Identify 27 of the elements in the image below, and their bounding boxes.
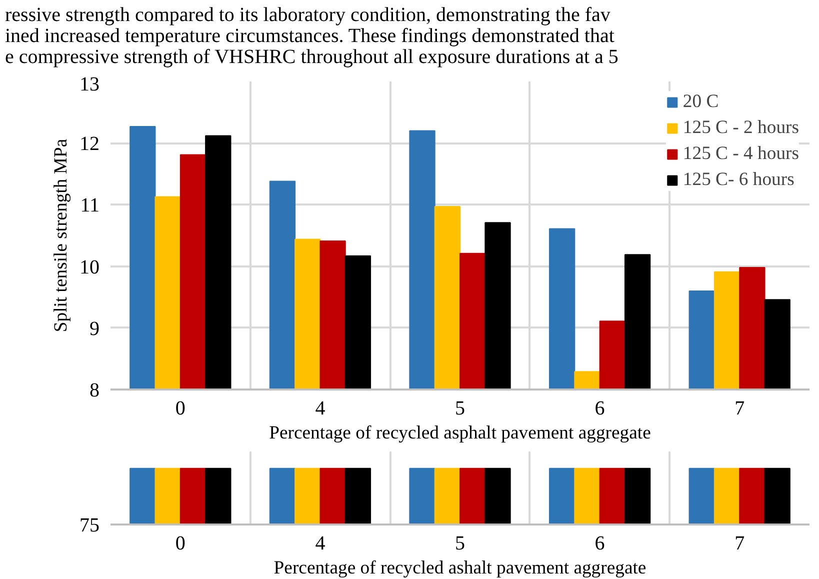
text: ressive strength compared to its laboratory condition, demonstrating the fav xyxy=(5,4,612,26)
x-tick-label: 6 xyxy=(594,398,605,420)
x-tick-label: 6 xyxy=(594,532,605,554)
y-tick-label: 8 xyxy=(90,380,100,402)
y-tick-label: 13 xyxy=(80,74,100,96)
x-tick-label: 5 xyxy=(455,398,465,420)
x-tick-label: 0 xyxy=(175,398,186,420)
x-tick-label: 4 xyxy=(315,532,326,554)
legend-label: 20 C xyxy=(682,91,719,113)
y-axis-title: Split tensile strength MPa xyxy=(50,138,72,332)
text: e compressive strength of VHSHRC throughout all exposure durations at a 5 xyxy=(5,46,618,68)
y-tick-label: 12 xyxy=(80,133,100,156)
legend-label: 125 C- 6 hours xyxy=(682,169,794,191)
y-tick-label: 10 xyxy=(80,256,100,278)
text: 75 xyxy=(80,514,100,536)
x-tick-label: 0 xyxy=(175,532,186,554)
y-tick-label: 11 xyxy=(80,194,100,217)
x-axis-title: Percentage of recycled ashalt pavement aggregate xyxy=(274,558,646,578)
text: ined increased temperature circumstances. These findings demonstrated that xyxy=(5,25,616,47)
x-tick-label: 4 xyxy=(315,398,326,420)
x-tick-label: 7 xyxy=(734,398,745,420)
x-tick-label: 7 xyxy=(734,532,745,554)
legend-label: 125 C - 4 hours xyxy=(682,143,799,165)
y-tick-label: 9 xyxy=(90,318,100,340)
x-tick-label: 5 xyxy=(455,532,465,554)
x-axis-title: Percentage of recycled asphalt pavement aggregate xyxy=(269,422,651,444)
legend-label: 125 C - 2 hours xyxy=(682,117,799,139)
